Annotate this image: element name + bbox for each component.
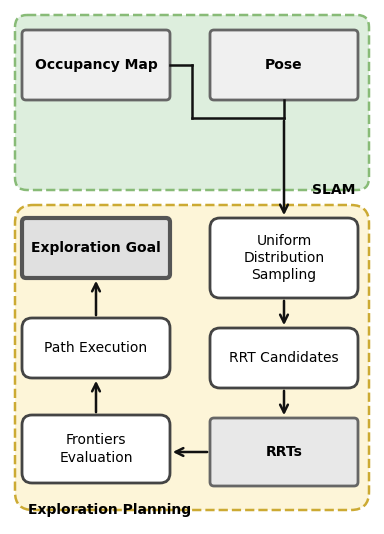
Text: SLAM: SLAM	[312, 183, 355, 197]
FancyBboxPatch shape	[22, 218, 170, 278]
Text: Uniform
Distribution
Sampling: Uniform Distribution Sampling	[243, 234, 324, 282]
Text: Pose: Pose	[265, 58, 303, 72]
FancyBboxPatch shape	[15, 15, 369, 190]
FancyBboxPatch shape	[22, 415, 170, 483]
FancyBboxPatch shape	[210, 328, 358, 388]
Text: Exploration Planning: Exploration Planning	[28, 503, 191, 517]
FancyBboxPatch shape	[210, 418, 358, 486]
Text: Path Execution: Path Execution	[45, 341, 147, 355]
FancyBboxPatch shape	[210, 30, 358, 100]
Text: RRT Candidates: RRT Candidates	[229, 351, 339, 365]
FancyBboxPatch shape	[22, 318, 170, 378]
Text: RRTs: RRTs	[266, 445, 303, 459]
FancyBboxPatch shape	[210, 218, 358, 298]
Text: Frontiers
Evaluation: Frontiers Evaluation	[59, 434, 133, 465]
FancyBboxPatch shape	[22, 30, 170, 100]
Text: Exploration Goal: Exploration Goal	[31, 241, 161, 255]
Text: Occupancy Map: Occupancy Map	[35, 58, 157, 72]
FancyBboxPatch shape	[15, 205, 369, 510]
